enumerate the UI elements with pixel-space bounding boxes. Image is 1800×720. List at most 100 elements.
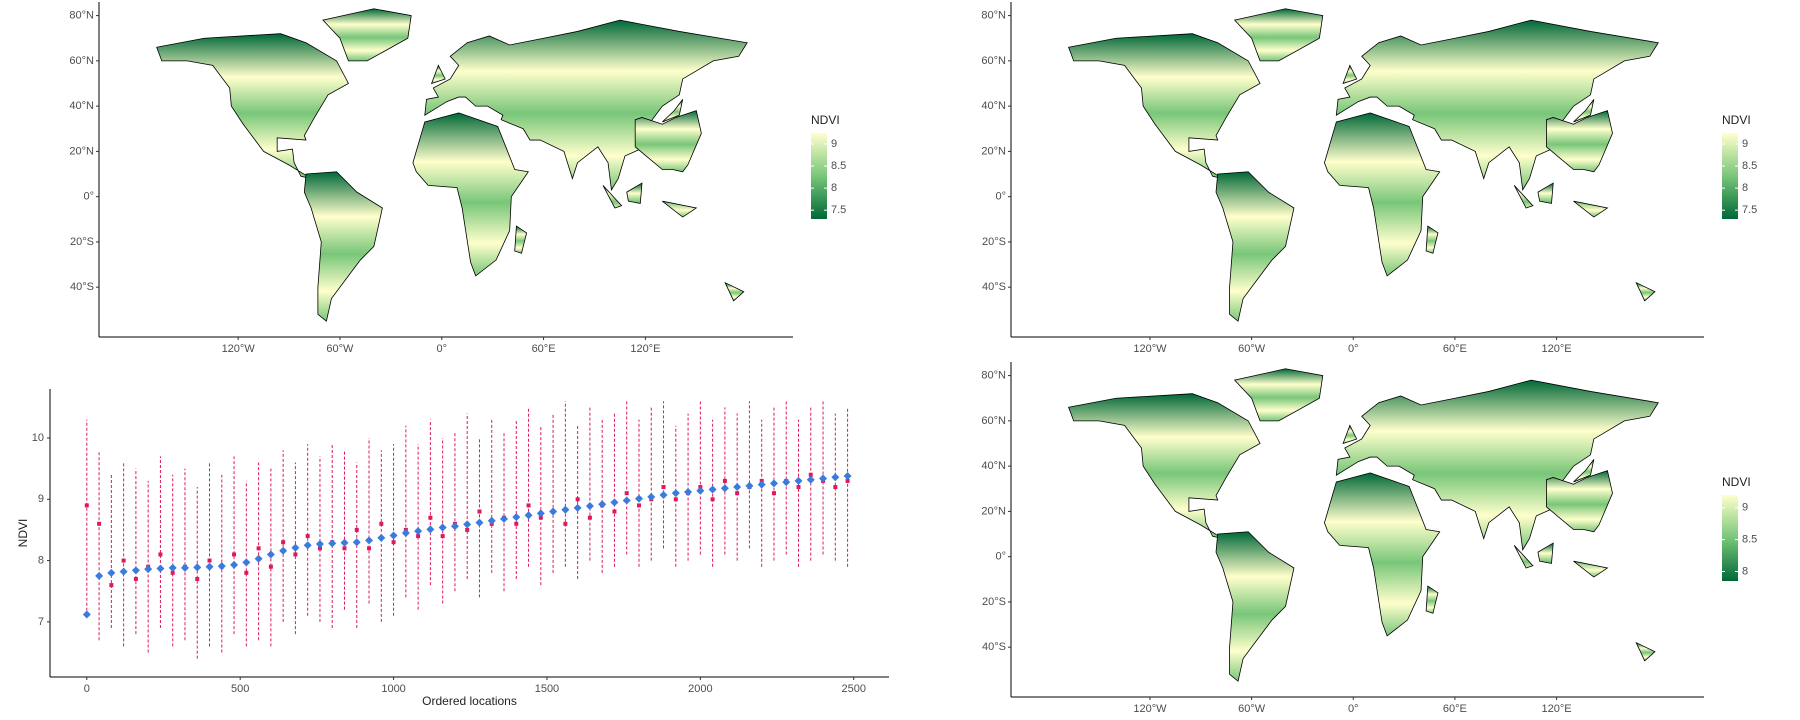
predicted-point <box>401 529 410 537</box>
y-tick-label: 80°N <box>69 9 94 21</box>
land <box>1067 7 1660 323</box>
observed-point <box>612 509 617 514</box>
observed-point <box>673 497 678 502</box>
legend-title: NDVI <box>1722 113 1751 127</box>
predicted-point <box>708 485 717 494</box>
predicted-point <box>757 480 766 489</box>
predicted-point <box>291 543 300 552</box>
x-tick-label: 120°E <box>1542 343 1572 355</box>
predicted-point <box>279 546 288 555</box>
observed-point <box>342 546 347 551</box>
x-tick-label: 120°W <box>1133 703 1167 715</box>
predicted-point <box>254 554 263 563</box>
land <box>1067 367 1660 683</box>
x-tick-label: 2000 <box>688 683 712 695</box>
y-tick-label: 20°N <box>981 145 1006 157</box>
legend-label: 8 <box>1742 565 1748 577</box>
observed-point <box>170 570 175 575</box>
legend-title: NDVI <box>1722 475 1751 489</box>
predicted-point <box>831 473 840 482</box>
legend-label: 9 <box>831 138 837 150</box>
x-tick-label: 60°W <box>1238 703 1266 715</box>
observed-point <box>796 485 801 490</box>
observed-point <box>109 583 114 588</box>
observed-point <box>710 497 715 502</box>
predicted-point <box>745 481 754 490</box>
colorbar <box>1722 133 1738 219</box>
predicted-point <box>438 523 447 532</box>
predicted-point <box>315 540 324 549</box>
observed-point <box>575 497 580 502</box>
y-tick-label: 20°S <box>982 236 1006 248</box>
x-tick-label: 60°W <box>1238 343 1266 355</box>
predicted-point <box>426 525 435 534</box>
predicted-point <box>95 571 104 580</box>
predicted-point <box>475 518 484 527</box>
y-tick-label: 10 <box>32 432 44 444</box>
predicted-point <box>720 484 729 493</box>
y-axis-label: NDVI <box>16 519 30 548</box>
colorbar <box>1722 495 1738 581</box>
observed-point <box>563 521 568 526</box>
observed-point <box>416 534 421 539</box>
predicted-point <box>622 496 631 505</box>
observed-point <box>808 472 813 477</box>
predicted-point <box>512 513 521 522</box>
y-tick-label: 40°N <box>69 100 94 112</box>
observed-point <box>465 527 470 532</box>
y-tick-label: 0° <box>995 551 1006 563</box>
observed-point <box>526 503 531 508</box>
y-tick-label: 40°S <box>982 641 1006 653</box>
x-tick-label: 500 <box>231 683 249 695</box>
y-tick-label: 60°N <box>981 55 1006 67</box>
colorbar <box>811 133 827 219</box>
legend-label: 7.5 <box>831 204 846 216</box>
y-tick-label: 60°N <box>69 55 94 67</box>
x-tick-label: 1000 <box>381 683 405 695</box>
legend-label: 9 <box>1742 502 1748 514</box>
predicted-point <box>806 475 815 484</box>
predicted-point <box>230 560 239 569</box>
y-tick-label: 9 <box>38 493 44 505</box>
predicted-point <box>524 511 533 520</box>
legend-label: 9 <box>1742 138 1748 150</box>
legend-label: 7.5 <box>1742 204 1757 216</box>
x-axis-label: Ordered locations <box>422 694 517 708</box>
observed-point <box>514 521 519 526</box>
predicted-point <box>561 505 570 514</box>
observed-point <box>232 552 237 557</box>
observed-point <box>317 546 322 551</box>
observed-point <box>354 527 359 532</box>
predicted-point <box>647 492 656 501</box>
observed-point <box>97 521 102 526</box>
observed-point <box>735 491 740 496</box>
y-tick-label: 20°S <box>70 236 94 248</box>
observed-point <box>771 491 776 496</box>
x-tick-label: 60°W <box>326 343 354 355</box>
observed-point <box>587 515 592 520</box>
predicted-point <box>414 527 423 536</box>
observed-point <box>538 515 543 520</box>
predicted-point <box>156 564 165 573</box>
observed-point <box>305 534 310 539</box>
observed-point <box>833 485 838 490</box>
predicted-point <box>107 568 116 577</box>
legend-label: 8.5 <box>831 160 846 172</box>
world-map <box>155 7 749 323</box>
predicted-point <box>696 486 705 495</box>
x-tick-label: 120°E <box>1542 703 1572 715</box>
predicted-point <box>585 502 594 511</box>
observed-point <box>207 558 212 563</box>
x-tick-label: 60°E <box>1443 703 1467 715</box>
observed-point <box>256 546 261 551</box>
x-tick-label: 2500 <box>841 683 865 695</box>
y-tick-label: 80°N <box>981 9 1006 21</box>
predicted-point <box>536 509 545 518</box>
y-tick-label: 20°N <box>981 505 1006 517</box>
predicted-point <box>610 498 619 507</box>
observed-point <box>244 570 249 575</box>
y-tick-label: 7 <box>38 616 44 628</box>
predicted-point <box>328 539 337 548</box>
